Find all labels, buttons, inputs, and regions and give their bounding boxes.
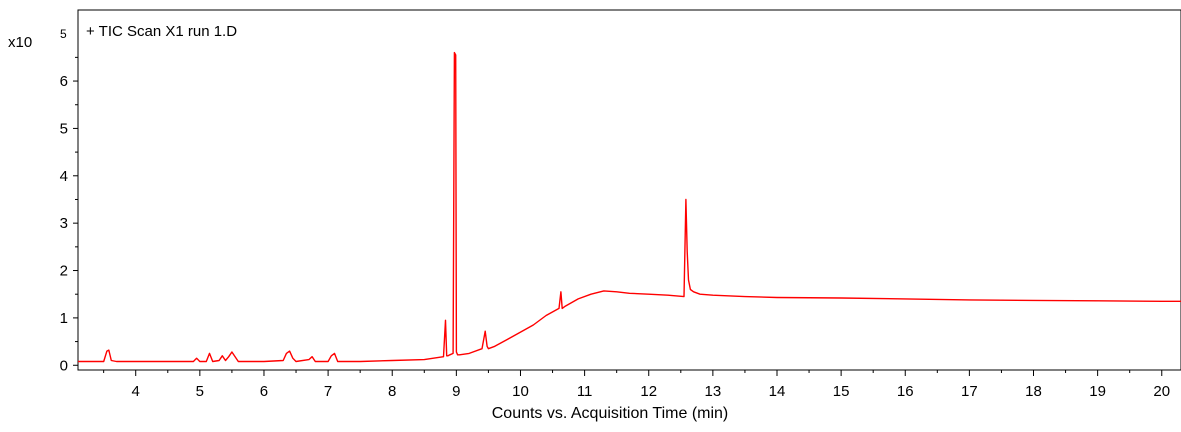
x-tick-label: 8: [388, 383, 396, 400]
x-tick-label: 10: [512, 383, 529, 400]
x-tick-label: 18: [1025, 383, 1042, 400]
y-axis: 0 1 2 3 4 5 6: [60, 56, 78, 374]
y-tick-label: 0: [60, 357, 68, 374]
y-tick-label: 5: [60, 120, 68, 137]
x-tick-label: 11: [577, 383, 593, 400]
x-tick-label: 14: [769, 383, 786, 400]
y-scale-exponent: 5: [60, 27, 67, 41]
series-layer: [78, 51, 1181, 363]
series-line-0: [78, 51, 1181, 363]
x-tick-label: 17: [961, 383, 978, 400]
x-tick-label: 19: [1089, 383, 1106, 400]
x-tick-label: 5: [196, 383, 204, 400]
y-scale-multiplier: x10: [8, 34, 32, 51]
y-tick-label: 2: [60, 263, 68, 280]
y-tick-label: 6: [60, 73, 68, 90]
x-tick-label: 15: [833, 383, 850, 400]
y-tick-label: 1: [60, 310, 68, 327]
x-tick-label: 6: [260, 383, 268, 400]
x-tick-label: 12: [640, 383, 657, 400]
x-tick-label: 20: [1153, 383, 1170, 400]
y-tick-label: 3: [60, 215, 68, 232]
x-tick-label: 4: [132, 383, 140, 400]
x-tick-label: 16: [897, 383, 914, 400]
x-tick-label: 9: [452, 383, 460, 400]
x-axis: 4 5 6 7 8 9 10 11 12 13 14 15 16 17 18 19 20: [103, 370, 1170, 400]
chart-title: + TIC Scan X1 run 1.D: [86, 23, 237, 40]
y-tick-label: 4: [60, 168, 68, 185]
x-tick-label: 13: [705, 383, 722, 400]
plot-frame: [77, 9, 1181, 371]
x-axis-title: Counts vs. Acquisition Time (min): [492, 405, 729, 422]
x-tick-label: 7: [324, 383, 332, 400]
